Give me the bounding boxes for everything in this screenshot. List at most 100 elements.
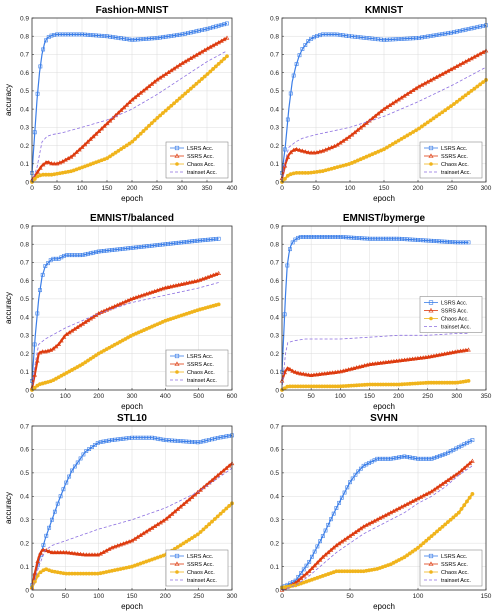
legend-label: LSRS Acc. [187,354,214,360]
data-point [381,382,386,387]
data-point [368,382,372,387]
data-point [329,166,334,171]
series-chaos [280,492,475,590]
data-point [464,463,470,468]
data-point [38,64,43,69]
data-point [379,148,383,153]
data-point [435,529,439,534]
data-point [55,570,60,575]
data-point [183,499,189,504]
data-point [323,147,329,152]
data-point [311,150,317,155]
data-point [414,128,418,133]
data-point [426,238,431,243]
data-point [443,522,448,527]
data-point [297,147,302,152]
data-point [187,280,192,285]
data-point [392,236,396,241]
series-line [281,465,473,591]
data-point [150,557,154,562]
data-point [61,334,67,339]
data-point [290,368,295,373]
data-point [309,384,314,389]
data-point [87,447,92,451]
y-tick-label: 0.1 [270,564,279,571]
data-point [144,435,149,440]
data-point [64,571,69,576]
data-point [194,81,199,86]
data-point [376,149,381,154]
data-point [399,136,404,141]
x-tick-label: 0 [30,185,34,192]
data-point [123,246,128,251]
y-tick-label: 0.4 [270,494,279,501]
data-point [212,436,217,441]
data-point [315,169,319,174]
data-point [35,169,40,174]
data-point [295,370,301,375]
data-point [293,369,298,374]
data-point [455,349,461,354]
data-point [285,173,290,178]
data-point [449,104,453,109]
data-point [312,384,316,389]
data-point [415,355,421,361]
data-point [426,456,431,461]
y-tick-label: 0 [25,387,29,394]
data-point [75,253,80,258]
legend-label: LSRS Acc. [187,146,214,152]
data-point [440,110,445,115]
data-point [212,517,217,521]
legend-marker [428,561,434,566]
data-point [121,566,126,571]
data-point [439,239,444,244]
legend-entry: SSRS Acc. [170,153,214,160]
data-point [192,279,197,284]
data-point [367,153,372,158]
data-point [112,437,117,442]
x-tick-label: 600 [227,393,238,400]
data-point [191,84,196,89]
data-point [320,169,325,173]
data-point [171,241,176,246]
x-tick-label: 350 [481,393,492,400]
data-point [413,547,418,552]
data-point [405,553,410,558]
data-point [122,145,126,150]
data-point [166,34,171,39]
data-point [402,454,407,459]
data-point [213,64,218,69]
data-point [338,235,343,239]
data-point [213,24,218,29]
data-point [352,235,356,240]
data-point [128,246,133,250]
data-point [294,170,299,175]
data-point [61,487,66,492]
data-point [378,236,383,241]
data-point [41,568,46,573]
data-point [410,549,415,554]
data-point [362,236,367,241]
data-point [378,360,383,365]
legend-label: trainset Acc. [187,378,217,384]
x-tick-label: 150 [102,185,113,192]
data-point [132,563,137,568]
data-point [337,140,343,145]
legend-label: trainset Acc. [441,325,471,331]
data-point [188,30,193,35]
data-point [348,480,352,485]
data-point [41,47,46,52]
y-axis-label: accuracy [4,292,13,324]
data-point [444,351,450,356]
data-point [163,242,168,247]
data-point [195,440,200,445]
data-point [447,350,453,355]
data-point [133,295,139,300]
legend-marker [428,553,434,559]
data-point [320,235,324,239]
data-point [358,569,363,574]
data-point [147,435,152,440]
x-tick-label: 250 [447,185,458,192]
data-point [348,569,352,574]
data-point [222,56,227,61]
